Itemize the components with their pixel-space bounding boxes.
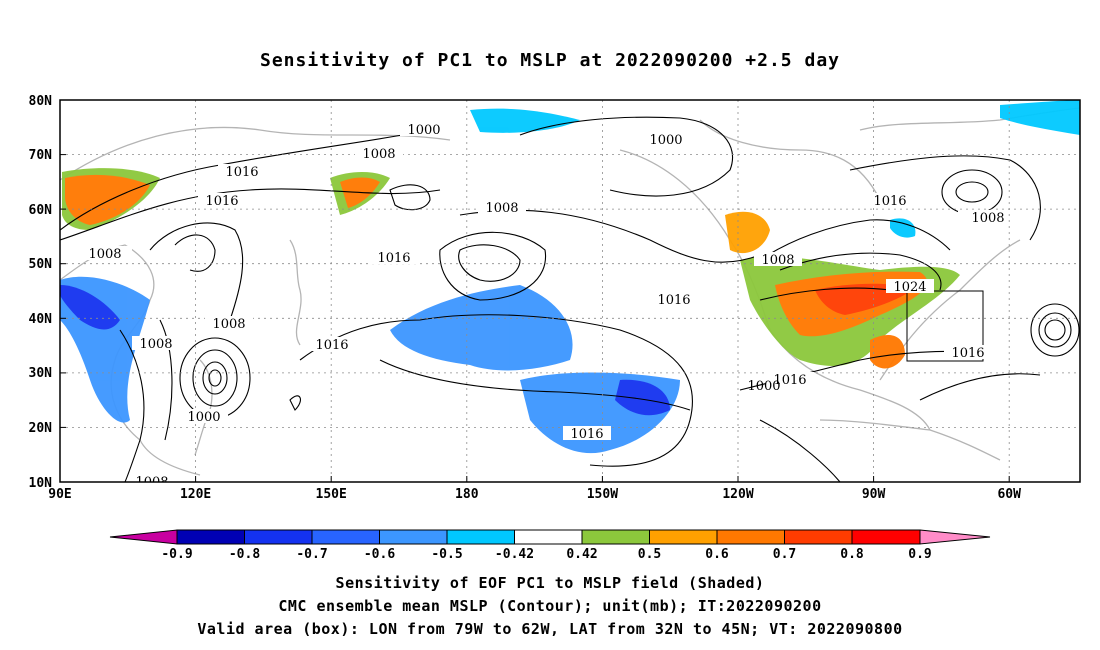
colorbar-cell xyxy=(446,529,515,545)
lat-label: 70N xyxy=(29,148,53,163)
colorbar-label: -0.7 xyxy=(296,547,327,562)
contour-label: 1008 xyxy=(485,201,518,216)
lat-label: 30N xyxy=(29,366,53,381)
colorbar-cell xyxy=(649,529,718,545)
caption-shaded: Sensitivity of EOF PC1 to MSLP field (Sh… xyxy=(335,574,765,592)
caption-contour: CMC ensemble mean MSLP (Contour); unit(m… xyxy=(278,597,822,615)
contour-label: 1016 xyxy=(205,194,238,209)
colorbar-cell xyxy=(919,529,991,545)
colorbar-cell xyxy=(109,529,178,545)
colorbar-label: 0.8 xyxy=(840,547,864,562)
contour-label: 1008 xyxy=(761,253,794,268)
chart-title: Sensitivity of PC1 to MSLP at 2022090200… xyxy=(259,50,840,71)
lon-label: 150W xyxy=(587,487,618,502)
colorbar-cell xyxy=(379,529,448,545)
lon-label: 180 xyxy=(455,487,479,502)
lat-label: 50N xyxy=(29,257,53,272)
lat-label: 40N xyxy=(29,312,53,327)
colorbar-cell xyxy=(311,529,380,545)
lon-label: 90W xyxy=(862,487,886,502)
colorbar-cell xyxy=(784,529,853,545)
contour-label: 1016 xyxy=(225,165,258,180)
colorbar-labels: -0.9 -0.8 -0.7 -0.6 -0.5 -0.42 0.42 0.5 … xyxy=(161,547,931,562)
lat-label: 10N xyxy=(29,476,53,491)
lat-label: 20N xyxy=(29,421,53,436)
colorbar-label: -0.8 xyxy=(229,547,260,562)
longitude-labels: 90E 120E 150E 180 150W 120W 90W 60W xyxy=(48,487,1021,502)
colorbar xyxy=(109,529,991,545)
contour-label: 1008 xyxy=(362,147,395,162)
contour-label: 1016 xyxy=(773,373,806,388)
colorbar-label: -0.9 xyxy=(161,547,192,562)
axis-ticks xyxy=(60,99,1010,482)
latitude-labels: 80N 70N 60N 50N 40N 30N 20N 10N xyxy=(29,94,53,491)
lat-label: 80N xyxy=(29,94,53,109)
contour-label: 1008 xyxy=(135,475,168,490)
contour-label: 1024 xyxy=(893,280,926,295)
colorbar-cell xyxy=(716,529,785,545)
sensitivity-shading xyxy=(60,100,1080,454)
contour-label: 1016 xyxy=(315,338,348,353)
colorbar-label: 0.5 xyxy=(638,547,661,562)
contour-label: 1016 xyxy=(657,293,690,308)
lon-label: 150E xyxy=(316,487,347,502)
colorbar-cell xyxy=(851,529,921,545)
colorbar-label: -0.5 xyxy=(431,547,462,562)
lat-label: 60N xyxy=(29,203,53,218)
contour-label: 1016 xyxy=(570,427,603,442)
lon-label: 60W xyxy=(997,487,1021,502)
colorbar-cell xyxy=(244,529,313,545)
colorbar-label: 0.9 xyxy=(908,547,931,562)
contour-label: 1008 xyxy=(971,211,1004,226)
valid-area-box xyxy=(906,290,984,362)
caption-valid-area: Valid area (box): LON from 79W to 62W, L… xyxy=(197,620,903,638)
colorbar-label: 0.7 xyxy=(773,547,796,562)
lon-label: 90E xyxy=(48,487,71,502)
contour-label: 1000 xyxy=(407,123,440,138)
contour-label: 1016 xyxy=(951,346,984,361)
colorbar-label: 0.42 xyxy=(566,547,597,562)
colorbar-cell xyxy=(514,529,583,545)
lon-label: 120E xyxy=(180,487,211,502)
contour-label: 1008 xyxy=(212,317,245,332)
contour-label: 1000 xyxy=(649,133,682,148)
colorbar-cell xyxy=(581,529,650,545)
map-frame xyxy=(59,99,1081,483)
contour-label: 1000 xyxy=(187,410,220,425)
colorbar-label: 0.6 xyxy=(705,547,729,562)
lon-label: 120W xyxy=(722,487,753,502)
colorbar-cell xyxy=(176,529,245,545)
colorbar-label: -0.6 xyxy=(364,547,395,562)
contour-label-group: 1000 1008 1016 1016 1008 1016 1000 1008 … xyxy=(88,123,1005,490)
contour-label: 1016 xyxy=(873,194,906,209)
contour-label: 1008 xyxy=(139,337,172,352)
contour-label: 1000 xyxy=(747,379,780,394)
contour-label: 1016 xyxy=(377,251,410,266)
contour-label: 1008 xyxy=(88,247,121,262)
colorbar-label: -0.42 xyxy=(495,547,534,562)
